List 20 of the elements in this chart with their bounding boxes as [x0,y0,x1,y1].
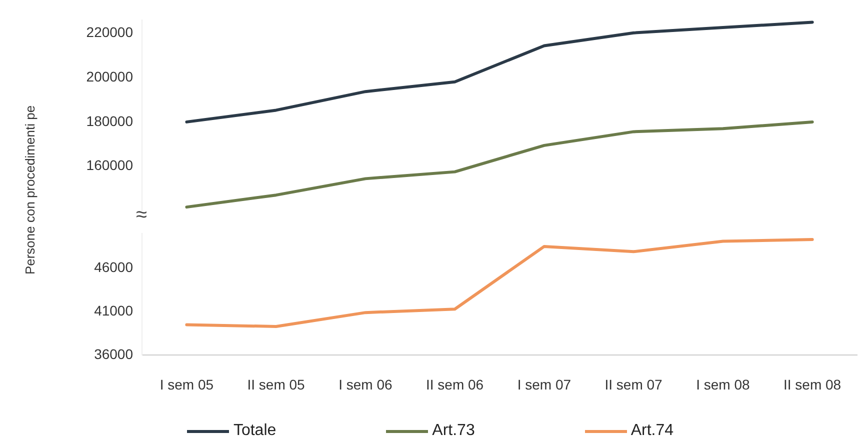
y-tick-label: 46000 [94,259,134,276]
x-tick-label: II sem 07 [604,376,663,392]
legend-label: Art.73 [432,422,475,440]
y-tick-label: 200000 [86,68,134,84]
annotation: ≈ [136,204,147,226]
y-tick-label: 41000 [94,302,134,319]
legend-label: Totale [233,422,276,440]
y-tick-label: 180000 [86,112,134,129]
x-tick-label: II sem 06 [426,376,484,392]
x-tick-label: II sem 08 [784,376,842,392]
legend-label: Art.74 [630,422,674,440]
x-tick-label: I sem 06 [338,376,392,392]
x-tick-label: II sem 05 [247,376,306,392]
y-tick-label: 160000 [86,157,134,174]
x-tick-label: I sem 08 [696,376,750,392]
y-tick-label: 36000 [94,346,134,362]
y-tick-label: 220000 [86,24,134,40]
x-tick-label: I sem 05 [160,376,214,392]
y-axis-title: Persone con procedimenti pe [22,105,38,275]
x-tick-label: I sem 07 [517,376,572,392]
